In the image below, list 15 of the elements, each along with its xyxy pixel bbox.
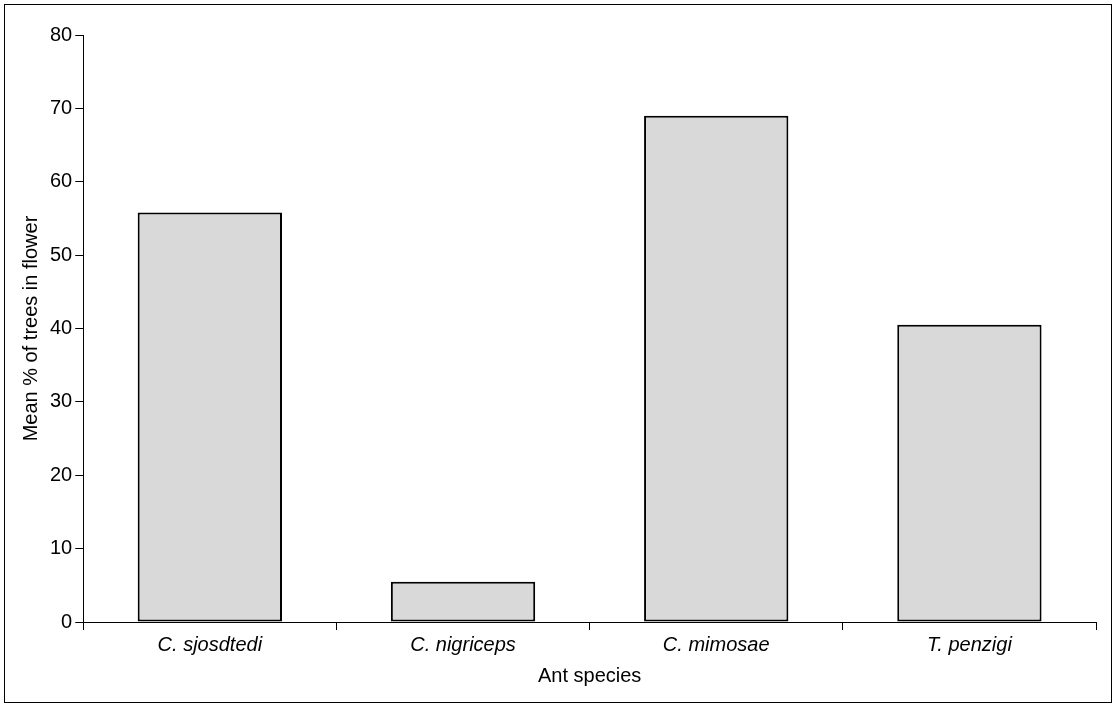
x-axis-title: Ant species: [537, 663, 642, 686]
y-tick-label: 10: [50, 536, 73, 559]
y-tick-label: 40: [50, 316, 73, 339]
y-tick-label: 0: [61, 609, 73, 632]
x-tick-label: C. nigriceps: [410, 632, 516, 655]
x-tick-label: C. sjosdtedi: [157, 632, 263, 655]
y-tick-label: 30: [50, 389, 73, 412]
y-tick-label: 60: [50, 169, 73, 192]
y-tick-label: 20: [50, 462, 73, 485]
y-tick-label: 80: [50, 22, 73, 45]
y-tick-label: 50: [50, 242, 73, 265]
x-tick-label: T. penzigi: [926, 632, 1013, 655]
y-tick-label: 70: [50, 95, 73, 118]
y-axis-title: Mean % of trees in flower: [18, 215, 41, 442]
x-tick-label: C. mimosae: [662, 632, 770, 655]
